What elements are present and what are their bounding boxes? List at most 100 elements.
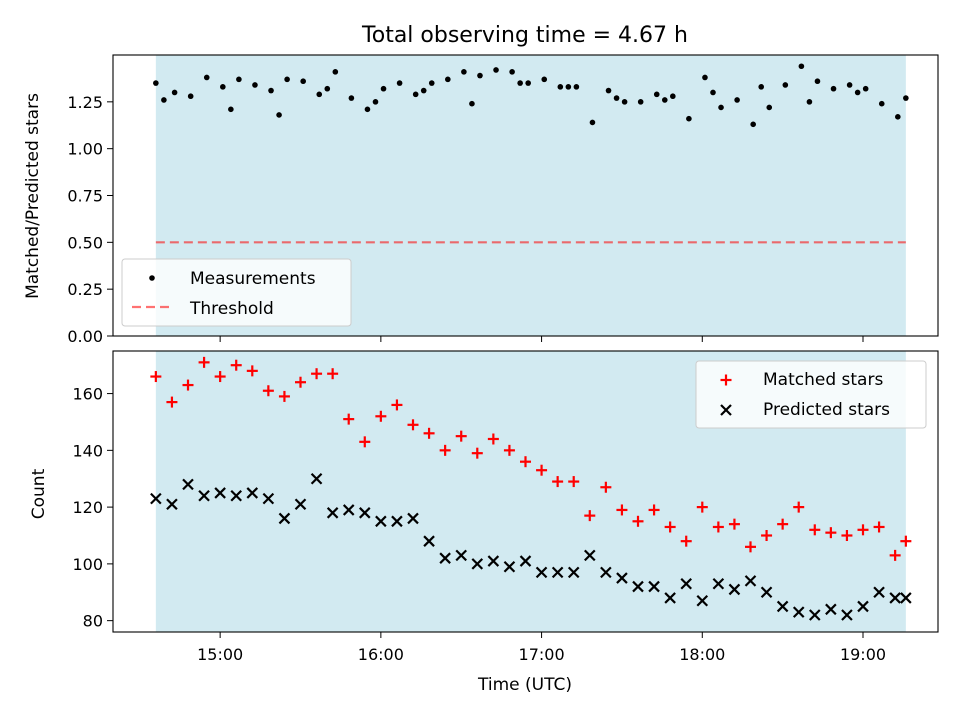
x-tick-label: 15:00 [197,645,243,664]
matched-star-point [584,510,596,522]
matched-star-point [471,447,483,459]
measurement-point [428,80,435,86]
matched-star-point [455,430,467,442]
matched-star-point [809,524,821,536]
measurement-point [766,104,773,111]
x-tick-label: 17:00 [519,645,565,664]
top-y-tick-label: 0.00 [67,327,103,346]
predicted-star-point [359,507,371,519]
top-x-ticks [219,336,864,342]
matched-star-point [900,535,912,547]
bottom-panel: 80 100 120 140 160 15:00 16:00 17:00 18:00 19:00… [29,350,939,695]
matched-star-point [311,368,323,380]
predicted-star-point [166,498,178,511]
matched-star-point [873,521,885,533]
predicted-star-point [150,492,162,505]
matched-star-point [745,541,756,553]
predicted-star-point [728,583,741,596]
measurement-point [862,85,869,92]
predicted-star-point [616,572,628,584]
legend-measurements-label: Measurements [190,269,316,289]
measurement-point [203,74,210,81]
top-y-tick-label: 0.75 [67,187,103,206]
measurement-point [734,97,740,103]
measurement-point [637,99,644,105]
predicted-star-point [760,586,773,599]
measurement-point [324,85,331,92]
bottom-y-tick-label: 100 [72,555,103,574]
measurement-point [806,99,813,105]
matched-star-point [857,524,869,536]
predicted-star-point [519,555,532,567]
matched-star-point [198,356,210,368]
predicted-star-point [262,492,275,505]
measurement-point [846,82,853,88]
bottom-y-axis: 80 100 120 140 160 [72,385,113,631]
matched-star-point [182,379,194,391]
measurement-point [702,74,708,81]
bottom-x-axis: 15:00 16:00 17:00 18:00 19:00 [197,632,886,664]
measurement-point [686,115,692,122]
matched-star-point [423,427,435,439]
matched-star-point [487,433,499,445]
bottom-legend: Matched stars Predicted stars [695,360,927,429]
top-y-tick-label: 1.25 [67,93,103,112]
matched-star-point [648,504,660,516]
measurement-point [525,80,531,86]
measurement-point [589,119,596,126]
measurement-point [412,91,419,98]
matched-star-point [391,399,403,411]
matched-star-point [841,529,853,541]
measurement-point [461,69,467,75]
matched-star-point [777,518,789,530]
predicted-star-point [198,489,210,502]
measurement-point [316,91,323,98]
measurement-point [187,93,194,100]
predicted-star-point [857,600,869,613]
matched-star-point [600,481,612,493]
matched-star-point [214,371,226,383]
top-legend: Measurements Threshold [121,258,352,327]
matched-star-point [568,476,580,488]
predicted-star-point [455,549,467,562]
measurement-point [469,100,475,107]
legend-matched-label: Matched stars [763,370,883,390]
measurement-point [276,112,282,118]
matched-star-point [712,521,724,533]
predicted-star-point [648,580,660,593]
measurement-point [300,78,306,85]
measurement-point [396,80,403,86]
measurement-point [420,87,427,94]
matched-star-point [889,549,901,561]
predicted-star-point [471,558,484,570]
predicted-star-point [889,592,901,604]
predicted-star-point [584,549,596,562]
top-y-tick-label: 0.50 [67,233,103,252]
matched-star-point [696,501,708,513]
matched-star-point [632,515,644,527]
measurement-point [661,97,668,103]
measurement-point [613,95,620,101]
matched-star-point [503,444,515,456]
matched-star-point [150,371,162,383]
measurement-points [153,63,909,128]
matched-star-point [552,476,564,488]
predicted-star-point [809,609,821,621]
measurement-point [220,84,226,90]
matched-star-point [262,385,274,397]
measurement-point [445,76,451,83]
predicted-star-point [696,594,709,607]
legend-matched-marker [720,374,732,386]
measurement-point [557,84,564,90]
predicted-star-point [310,472,323,485]
measurement-point [348,95,355,101]
measurement-point [153,80,159,86]
measurement-point [830,85,837,92]
matched-star-point [278,390,290,402]
matched-star-point [728,518,740,530]
measurement-point [509,69,515,75]
predicted-star-point [712,577,725,590]
top-y-tick-label: 0.25 [67,280,103,299]
predicted-star-point [487,555,500,567]
x-axis-label: Time (UTC) [477,675,572,695]
